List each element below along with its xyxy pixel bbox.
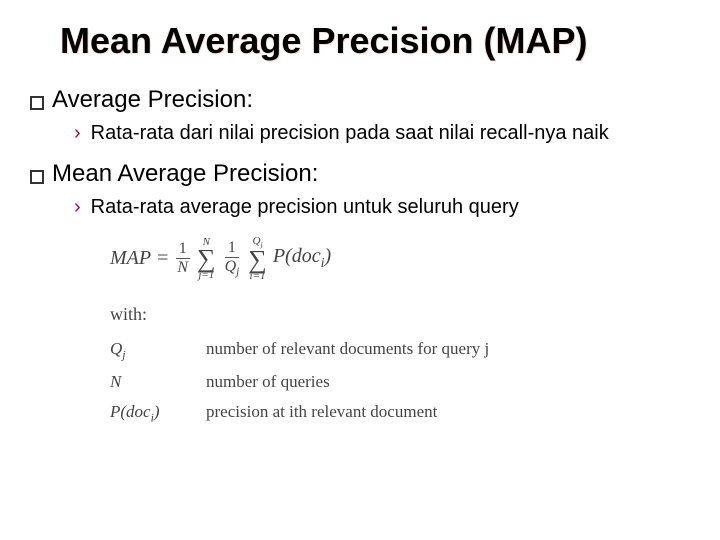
page-title: Mean Average Precision (MAP) [60,20,680,62]
def-symbol-qj: Qj [110,339,190,362]
formula-block: MAP = 1 N N ∑ j=1 1 Qj Qj ∑ i=1 P(doci) … [110,236,680,426]
sub-bullet-row: › Rata-rata average precision untuk selu… [74,194,680,220]
bullet-heading: Average Precision: [52,86,253,114]
def-desc-n: number of queries [206,372,680,392]
sub-bullet-text: Rata-rata average precision untuk seluru… [91,194,519,220]
map-formula: MAP = 1 N N ∑ j=1 1 Qj Qj ∑ i=1 P(doci) [110,236,680,282]
bullet-average-precision: Average Precision: [30,86,680,114]
definitions-grid: Qj number of relevant documents for quer… [110,339,680,426]
p-function: P(doci) [273,245,331,272]
sigma-icon: ∑ [197,248,216,270]
def-symbol-pdoci: P(doci) [110,402,190,425]
sub-bullet-row: › Rata-rata dari nilai precision pada sa… [74,120,680,146]
angle-bracket-icon: › [74,122,81,145]
bullet-mean-average-precision: Mean Average Precision: [30,160,680,188]
square-bullet-icon [30,170,44,184]
equals-sign: = [157,247,168,270]
def-desc-qj: number of relevant documents for query j [206,339,680,362]
angle-bracket-icon: › [74,196,81,219]
summation-i: Qj ∑ i=1 [248,236,267,282]
with-label: with: [110,304,680,325]
formula-lhs: MAP [110,247,151,270]
sub-bullet-text: Rata-rata dari nilai precision pada saat… [91,120,609,146]
summation-j: N ∑ j=1 [197,237,216,281]
fraction-1-over-n: 1 N [174,241,191,276]
slide-content: Mean Average Precision (MAP) Average Pre… [0,0,720,446]
square-bullet-icon [30,96,44,110]
bullet-heading: Mean Average Precision: [52,160,318,188]
fraction-1-over-qj: 1 Qj [222,240,243,278]
sigma-icon: ∑ [248,249,267,271]
def-desc-pdoci: precision at ith relevant document [206,402,680,425]
def-symbol-n: N [110,372,190,392]
